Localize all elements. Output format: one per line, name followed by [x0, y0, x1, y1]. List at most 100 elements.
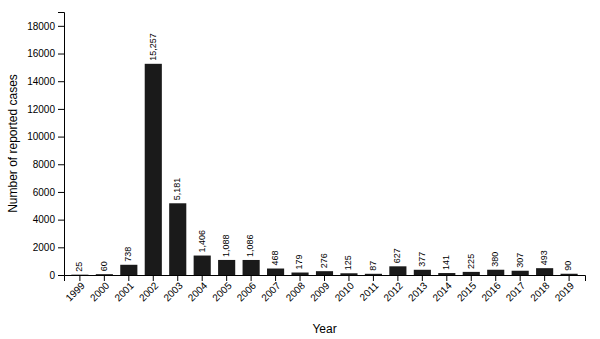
tick-label: 2008 — [284, 280, 308, 304]
x-tick: 2014 — [430, 275, 454, 303]
tick-label: 2016 — [479, 280, 503, 304]
bar — [389, 266, 406, 275]
tick-label: 2009 — [308, 280, 332, 304]
tick-mark — [58, 164, 64, 165]
tick-mark — [58, 54, 64, 55]
tick-mark — [58, 192, 64, 193]
tick-mark — [520, 275, 521, 281]
tick-label: 4000 — [33, 214, 56, 225]
bar — [120, 265, 137, 275]
x-tick: 2006 — [235, 275, 259, 303]
y-tick: 18000 — [27, 21, 64, 32]
x-tick: 2018 — [528, 275, 552, 303]
x-tick: 1999 — [63, 275, 87, 303]
tick-label: 6000 — [33, 187, 56, 198]
tick-mark — [58, 220, 64, 221]
data-labels: 256073815,2575,1811,4061,0881,0864681792… — [74, 33, 573, 271]
tick-label: 2004 — [186, 280, 210, 304]
tick-label: 2013 — [406, 280, 430, 304]
data-label: 493 — [539, 250, 549, 265]
data-label: 307 — [515, 253, 525, 268]
bar — [463, 272, 480, 275]
data-label: 738 — [123, 247, 133, 262]
y-tick: 0 — [49, 270, 64, 281]
tick-mark — [348, 275, 349, 281]
tick-mark — [153, 275, 154, 281]
x-axis-title: Year — [312, 322, 336, 336]
tick-label: 18000 — [27, 21, 55, 32]
tick-label: 8000 — [33, 159, 56, 170]
data-label: 25 — [74, 262, 84, 272]
bar — [169, 203, 186, 275]
tick-mark — [324, 275, 325, 281]
data-label: 179 — [294, 254, 304, 269]
data-label: 627 — [392, 248, 402, 263]
x-tick: 2011 — [357, 275, 380, 303]
tick-label: 2000 — [33, 242, 56, 253]
bar — [438, 273, 455, 275]
tick-mark — [300, 275, 301, 281]
tick-label: 2017 — [504, 280, 528, 304]
x-tick: 2003 — [161, 275, 185, 303]
x-tick: 2008 — [284, 275, 308, 303]
chart: 256073815,2575,1811,4061,0881,0864681792… — [0, 0, 600, 339]
tick-mark — [471, 275, 472, 281]
x-tick: 2015 — [455, 275, 479, 303]
tick-mark — [58, 109, 64, 110]
tick-mark — [79, 275, 80, 281]
x-tick: 2000 — [88, 275, 112, 303]
tick-label: 2005 — [210, 280, 234, 304]
tick-mark — [58, 275, 64, 276]
x-tick: 2019 — [553, 275, 577, 303]
y-tick: 6000 — [33, 187, 64, 198]
tick-label: 1999 — [63, 280, 87, 304]
tick-mark — [177, 275, 178, 281]
data-label: 90 — [563, 261, 573, 271]
bar — [194, 256, 211, 275]
data-label: 468 — [270, 250, 280, 265]
tick-label: 2002 — [137, 280, 161, 304]
bar — [267, 269, 284, 275]
bar — [316, 271, 333, 275]
bar — [561, 274, 578, 275]
tick-mark — [397, 275, 398, 281]
data-label: 15,257 — [148, 33, 158, 61]
tick-label: 2000 — [88, 280, 112, 304]
data-label: 380 — [490, 252, 500, 267]
y-tick: 8000 — [33, 159, 64, 170]
bar — [365, 274, 382, 275]
data-label: 377 — [417, 252, 427, 267]
data-label: 1,086 — [245, 234, 255, 257]
x-tick: 2007 — [259, 275, 283, 303]
tick-mark — [58, 26, 64, 27]
y-tick: 16000 — [27, 48, 64, 59]
x-tick: 2012 — [381, 275, 405, 303]
x-tick: 2004 — [186, 275, 210, 303]
tick-label: 14000 — [27, 76, 55, 87]
tick-mark — [128, 275, 129, 281]
tick-label: 2006 — [235, 280, 259, 304]
y-tick: 14000 — [27, 76, 64, 87]
data-label: 60 — [99, 261, 109, 271]
axis-line — [65, 276, 586, 282]
tick-label: 2001 — [112, 280, 136, 304]
x-tick: 2005 — [210, 275, 234, 303]
tick-label: 2015 — [455, 280, 479, 304]
tick-label: 12000 — [27, 104, 55, 115]
data-label: 225 — [466, 254, 476, 269]
tick-mark — [58, 247, 64, 248]
tick-mark — [226, 275, 227, 281]
y-tick: 12000 — [27, 104, 64, 115]
x-tick: 2009 — [308, 275, 332, 303]
tick-label: 10000 — [27, 131, 55, 142]
x-tick: 2016 — [479, 275, 503, 303]
plot-area — [71, 64, 577, 275]
x-tick: 2013 — [406, 275, 430, 303]
data-label: 87 — [368, 261, 378, 271]
tick-label: 2014 — [430, 280, 454, 304]
tick-mark — [104, 275, 105, 281]
bar — [71, 274, 88, 275]
bar — [487, 270, 504, 275]
x-tick: 2002 — [137, 275, 161, 303]
bar — [512, 271, 529, 275]
